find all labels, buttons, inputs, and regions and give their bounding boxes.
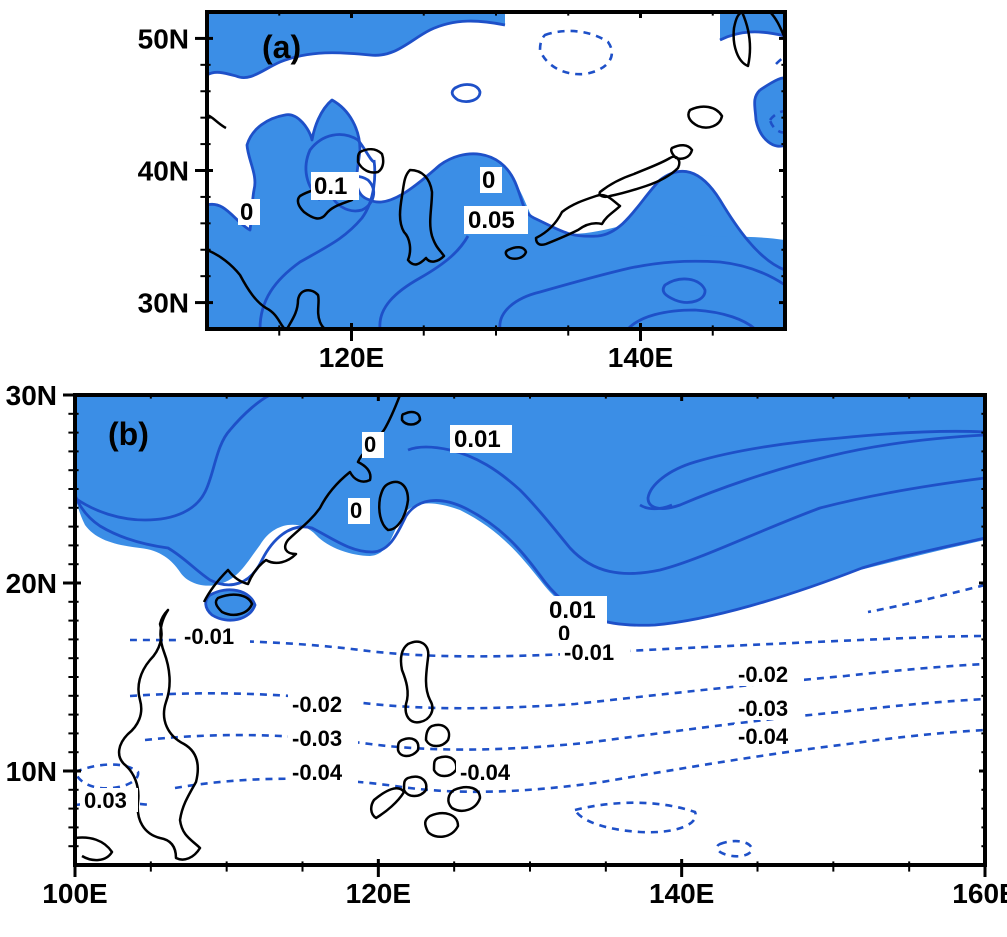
svg-text:30N: 30N (138, 288, 189, 319)
contour-label: 0 (240, 199, 253, 226)
panel-b: 0 0 0.01 0.01 0 -0.01 -0.01 -0.02 -0.02 … (6, 380, 1007, 909)
svg-text:140E: 140E (649, 878, 714, 909)
svg-text:30N: 30N (6, 380, 57, 411)
contour-label: 0.01 (549, 597, 596, 624)
contour-label: 0.05 (468, 207, 515, 234)
contour-label: -0.04 (738, 724, 789, 749)
svg-text:10N: 10N (6, 756, 57, 787)
contour-label: -0.01 (184, 624, 234, 649)
svg-text:160E: 160E (952, 878, 1007, 909)
contour-label: -0.03 (292, 726, 342, 751)
svg-text:120E: 120E (346, 878, 411, 909)
contour-label: 0 (364, 432, 376, 457)
svg-text:40N: 40N (138, 156, 189, 187)
contour-label: -0.03 (738, 696, 788, 721)
contour-label: 0.03 (84, 788, 127, 813)
contour-label: 0 (350, 498, 362, 523)
contour-label: -0.04 (460, 760, 511, 785)
contours-dashed-a (540, 31, 785, 132)
panel-label-b: (b) (108, 416, 149, 452)
svg-text:100E: 100E (42, 878, 107, 909)
contour-label: 0.01 (454, 426, 501, 453)
contour-label: 0.1 (314, 173, 347, 200)
figure: 0 0 0.1 0.05 120E 140E 30N 40N 50N (a) (0, 0, 1007, 937)
contour-label: -0.02 (292, 692, 342, 717)
contour-label: -0.04 (292, 760, 343, 785)
contour-label: 0 (482, 167, 495, 194)
svg-text:20N: 20N (6, 568, 57, 599)
svg-text:140E: 140E (608, 342, 673, 373)
svg-text:120E: 120E (319, 342, 384, 373)
panel-label-a: (a) (262, 29, 301, 65)
contour-label: -0.01 (564, 640, 614, 665)
contour-label: -0.02 (738, 662, 788, 687)
panel-a: 0 0 0.1 0.05 120E 140E 30N 40N 50N (a) (138, 12, 785, 373)
svg-text:50N: 50N (138, 23, 189, 54)
